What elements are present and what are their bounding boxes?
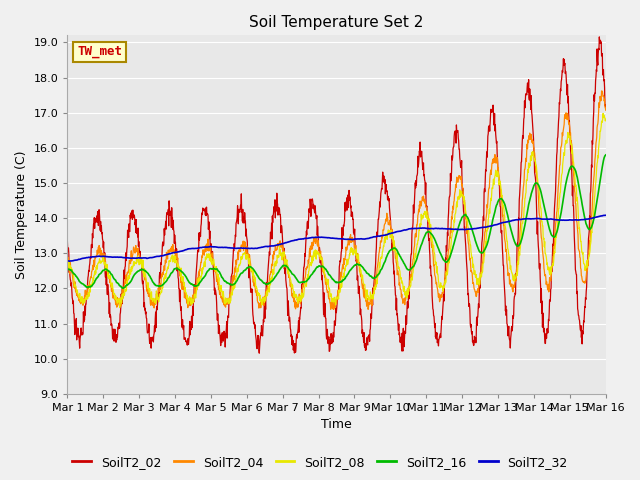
SoilT2_08 (116, 305, 124, 311)
Title: Soil Temperature Set 2: Soil Temperature Set 2 (250, 15, 424, 30)
SoilT2_02 (183, 342, 191, 348)
SoilT2_08 (184, 292, 191, 298)
SoilT2_16 (244, 264, 252, 270)
SoilT2_32 (66, 258, 74, 264)
SoilT2_16 (119, 286, 127, 291)
SoilT2_04 (538, 240, 546, 246)
X-axis label: Time: Time (321, 419, 352, 432)
SoilT2_08 (170, 252, 178, 258)
SoilT2_16 (420, 234, 428, 240)
SoilT2_16 (491, 210, 499, 216)
SoilT2_32 (63, 258, 71, 264)
SoilT2_02 (255, 350, 263, 356)
SoilT2_02 (63, 237, 71, 242)
SoilT2_16 (184, 276, 191, 282)
SoilT2_02 (491, 110, 499, 116)
SoilT2_02 (595, 34, 603, 40)
Line: SoilT2_08: SoilT2_08 (67, 113, 605, 308)
SoilT2_16 (602, 152, 609, 158)
SoilT2_04 (420, 199, 428, 204)
SoilT2_04 (330, 307, 337, 312)
Line: SoilT2_02: SoilT2_02 (67, 37, 605, 353)
SoilT2_04 (63, 254, 71, 260)
SoilT2_04 (491, 153, 499, 159)
SoilT2_02 (602, 106, 609, 111)
SoilT2_32 (420, 225, 428, 231)
SoilT2_32 (170, 250, 178, 255)
SoilT2_08 (602, 117, 609, 122)
SoilT2_08 (599, 110, 607, 116)
SoilT2_16 (170, 266, 178, 272)
SoilT2_32 (491, 222, 499, 228)
SoilT2_08 (244, 252, 252, 257)
SoilT2_02 (420, 172, 428, 178)
SoilT2_32 (184, 246, 191, 252)
SoilT2_32 (244, 245, 252, 251)
SoilT2_08 (538, 219, 546, 225)
SoilT2_08 (491, 175, 499, 181)
Line: SoilT2_04: SoilT2_04 (67, 91, 605, 310)
SoilT2_08 (63, 262, 71, 267)
SoilT2_04 (170, 247, 178, 253)
Legend: SoilT2_02, SoilT2_04, SoilT2_08, SoilT2_16, SoilT2_32: SoilT2_02, SoilT2_04, SoilT2_08, SoilT2_… (67, 451, 573, 474)
Y-axis label: Soil Temperature (C): Soil Temperature (C) (15, 150, 28, 279)
Line: SoilT2_32: SoilT2_32 (67, 216, 605, 261)
SoilT2_02 (243, 239, 251, 244)
Line: SoilT2_16: SoilT2_16 (67, 155, 605, 288)
SoilT2_04 (602, 108, 609, 113)
SoilT2_16 (538, 194, 546, 200)
SoilT2_04 (598, 88, 605, 94)
SoilT2_16 (63, 267, 71, 273)
SoilT2_32 (538, 216, 546, 222)
SoilT2_04 (243, 253, 251, 259)
SoilT2_32 (602, 213, 609, 218)
SoilT2_02 (538, 298, 546, 304)
Text: TW_met: TW_met (77, 46, 122, 59)
SoilT2_08 (420, 211, 428, 216)
SoilT2_04 (183, 297, 191, 303)
SoilT2_02 (170, 228, 178, 234)
